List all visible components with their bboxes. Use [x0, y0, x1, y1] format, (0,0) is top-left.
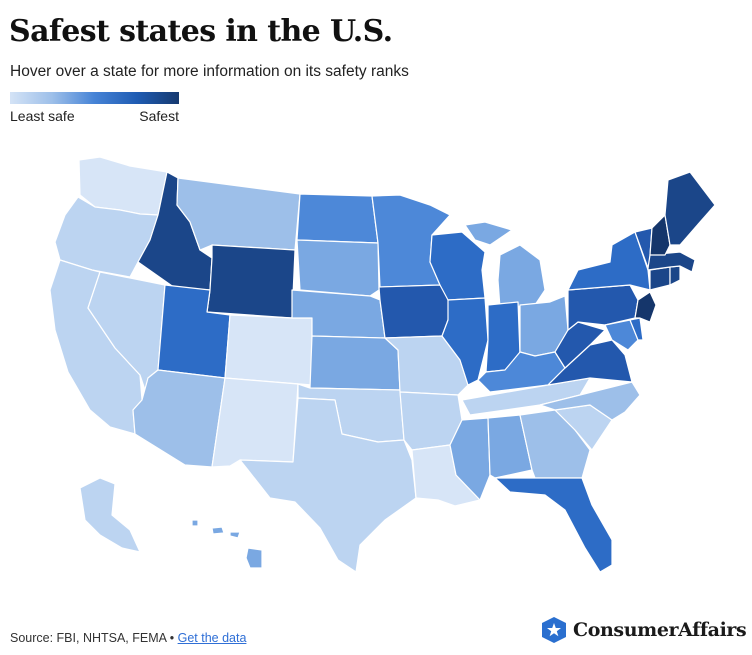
state-TX[interactable] — [239, 397, 417, 573]
state-KY[interactable] — [477, 351, 566, 393]
star-badge-icon — [541, 616, 567, 644]
state-NH[interactable] — [649, 214, 671, 256]
state-IL[interactable] — [441, 297, 489, 386]
state-MI[interactable] — [464, 221, 546, 309]
legend-color-bar — [10, 92, 179, 104]
legend-min-label: Least safe — [10, 108, 75, 124]
brand-name: ConsumerAffairs — [573, 619, 747, 641]
page-title: Safest states in the U.S. — [9, 14, 393, 49]
state-RI[interactable] — [669, 265, 681, 286]
state-HI[interactable] — [191, 519, 263, 569]
state-NC[interactable] — [539, 381, 641, 421]
state-IA[interactable] — [378, 284, 451, 339]
state-AK[interactable] — [79, 477, 141, 553]
source-text: Source: FBI, NHTSA, FEMA • — [10, 631, 178, 645]
get-data-link[interactable]: Get the data — [177, 631, 247, 645]
state-ME[interactable] — [664, 171, 716, 246]
state-WY[interactable] — [206, 244, 296, 319]
state-SD[interactable] — [296, 239, 380, 297]
state-CT[interactable] — [649, 266, 671, 291]
state-AL[interactable] — [487, 414, 533, 479]
state-AZ[interactable] — [132, 369, 226, 468]
state-DE[interactable] — [629, 317, 644, 341]
brand-logo: ConsumerAffairs — [541, 616, 747, 644]
state-MD[interactable] — [604, 319, 639, 351]
state-FL[interactable] — [494, 477, 613, 573]
state-NJ[interactable] — [634, 291, 657, 323]
page-subtitle: Hover over a state for more information … — [10, 63, 409, 80]
state-NM[interactable] — [211, 377, 299, 468]
state-MA[interactable] — [647, 251, 696, 273]
state-CO[interactable] — [224, 314, 313, 386]
state-ND[interactable] — [296, 193, 379, 244]
state-KS[interactable] — [309, 335, 401, 391]
legend-max-label: Safest — [139, 108, 179, 124]
footer-source: Source: FBI, NHTSA, FEMA • Get the data — [10, 631, 246, 645]
